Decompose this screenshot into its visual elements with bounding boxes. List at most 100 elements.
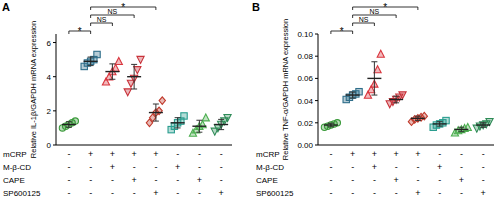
treatment-sign: -: [438, 188, 441, 198]
mean-line: [389, 99, 403, 100]
group: [146, 97, 165, 127]
y-tick-label: 2: [47, 107, 52, 116]
treatment-sign: -: [438, 149, 441, 159]
error-cap: [218, 119, 224, 120]
y-tick-label: 0.04: [297, 97, 313, 106]
y-tick: [53, 145, 56, 146]
data-point: [134, 67, 141, 74]
treatment-sign: -: [373, 188, 376, 198]
significance-label: NS: [97, 16, 107, 23]
treatment-sign: -: [482, 149, 485, 159]
treatment-sign: -: [198, 162, 201, 172]
error-cap: [415, 116, 421, 117]
y-tick-label: 0.02: [297, 119, 313, 128]
row-label: mCRP: [3, 150, 27, 159]
treatment-sign: -: [198, 188, 201, 198]
panel: BRelative TNF-α/GAPDH mRNA expression0.0…: [252, 1, 494, 198]
error-cap: [153, 121, 159, 122]
mean-line: [214, 124, 228, 125]
group: [408, 112, 427, 125]
panel-label: A: [2, 1, 10, 13]
error-cap: [480, 127, 486, 128]
mean-line: [476, 124, 490, 125]
error-cap: [153, 104, 159, 105]
error-cap: [66, 121, 72, 122]
y-tick: [53, 42, 56, 43]
group: [451, 123, 471, 136]
error-cap: [437, 126, 443, 127]
treatment-sign: -: [482, 175, 485, 185]
significance-label: NS: [359, 16, 369, 23]
treatment-sign: -: [373, 175, 376, 185]
error-cap: [328, 126, 334, 127]
bracket: [353, 15, 397, 18]
mean-line: [192, 126, 206, 127]
treatment-sign: -: [67, 188, 70, 198]
row-label: SP600125: [3, 189, 41, 198]
treatment-sign: +: [415, 188, 420, 198]
treatment-sign: -: [460, 188, 463, 198]
y-tick: [315, 122, 318, 123]
error-cap: [196, 120, 202, 121]
treatment-sign: -: [133, 162, 136, 172]
group: [473, 118, 493, 132]
error-cap: [393, 96, 399, 97]
error-cap: [88, 57, 94, 58]
y-tick-label: 0.06: [297, 74, 313, 83]
treatment-sign: -: [460, 149, 463, 159]
mean-line: [127, 76, 141, 77]
y-tick: [315, 78, 318, 79]
significance-label: *: [78, 26, 82, 37]
treatment-sign: +: [459, 175, 464, 185]
mean-line: [346, 94, 360, 95]
treatment-sign: -: [67, 162, 70, 172]
row-label: M-β-CD: [256, 163, 284, 172]
group: [321, 120, 340, 131]
treatment-sign: -: [438, 175, 441, 185]
treatment-sign: +: [197, 175, 202, 185]
error-cap: [175, 127, 181, 128]
marks: [321, 50, 493, 136]
error-cap: [393, 102, 399, 103]
treatment-sign: -: [198, 149, 201, 159]
mean-line: [433, 123, 447, 124]
significance-label: NS: [108, 8, 118, 15]
treatment-sign: -: [111, 188, 114, 198]
treatment-sign: +: [110, 149, 115, 159]
row-label: CAPE: [3, 176, 25, 185]
significance-label: NS: [370, 8, 380, 15]
row-label: mCRP: [256, 150, 280, 159]
treatment-sign: -: [460, 162, 463, 172]
treatment-sign: +: [372, 149, 377, 159]
bracket: [353, 23, 375, 26]
figure: ARelative IL-1β/GAPDH mRNA expression024…: [0, 0, 500, 217]
x-axis: [318, 145, 494, 146]
treatment-sign: -: [351, 162, 354, 172]
group: [81, 51, 100, 69]
treatment-sign: +: [131, 149, 136, 159]
treatment-sign: -: [111, 175, 114, 185]
mean-line: [411, 118, 425, 119]
group: [430, 117, 449, 130]
treatment-sign: +: [437, 162, 442, 172]
treatment-sign: -: [220, 175, 223, 185]
treatment-sign: -: [89, 188, 92, 198]
error-cap: [480, 122, 486, 123]
significance: *NSNS*: [69, 2, 156, 37]
y-tick: [315, 100, 318, 101]
treatment-sign: -: [154, 175, 157, 185]
significance: *NSNS*: [331, 2, 418, 37]
row-label: SP600125: [256, 189, 294, 198]
y-tick: [53, 110, 56, 111]
error-cap: [175, 117, 181, 118]
axis-title: Relative IL-1β/GAPDH mRNA expression: [29, 21, 38, 158]
y-tick-label: 0: [47, 141, 52, 150]
data-point: [224, 114, 231, 121]
mean-line: [367, 78, 381, 79]
treatment-sign: +: [175, 162, 180, 172]
treatment-sign: -: [154, 162, 157, 172]
treatment-sign: -: [67, 149, 70, 159]
mean-line: [454, 129, 468, 130]
row-label: M-β-CD: [3, 163, 31, 172]
mean-line: [171, 122, 185, 123]
